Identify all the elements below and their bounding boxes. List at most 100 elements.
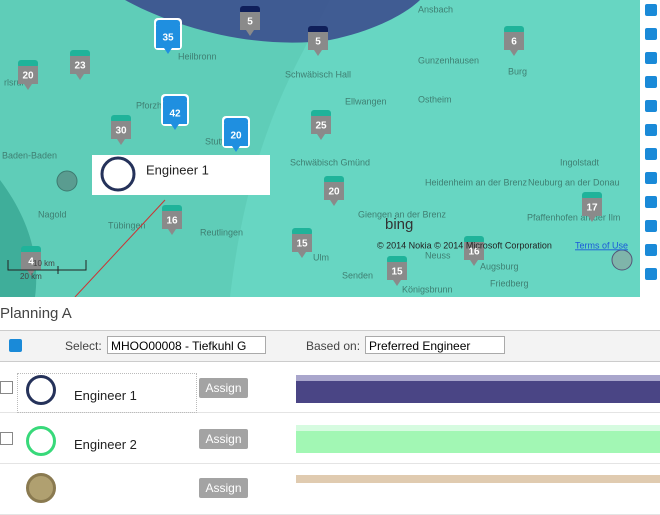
engineer-row: Engineer 2 Assign — [0, 413, 660, 464]
city-label: Schwäbisch Hall — [285, 69, 351, 79]
city-label: Ostheim — [418, 94, 452, 104]
city-label: Pfaffenhofen an der Ilm — [527, 212, 620, 222]
engineer-ring — [26, 426, 56, 456]
layer-checkbox[interactable] — [645, 148, 657, 160]
layer-checkbox[interactable] — [645, 76, 657, 88]
select-dropdown[interactable]: MHOO00008 - Tiefkuhl G — [107, 336, 266, 354]
marker-count[interactable]: 4 — [28, 257, 34, 268]
engineer-name: Engineer 1 — [74, 388, 137, 403]
marker-count[interactable]: 16 — [166, 216, 178, 227]
row-checkbox[interactable] — [0, 432, 13, 445]
marker-count[interactable]: 15 — [296, 239, 308, 250]
marker-count[interactable]: 20 — [328, 187, 340, 198]
engineer-ring — [26, 473, 56, 503]
tooltip-ring — [100, 156, 136, 192]
copyright: © 2014 Nokia © 2014 Microsoft Corporatio… — [377, 240, 552, 250]
marker-body — [70, 56, 90, 74]
city-label: Ingolstadt — [560, 157, 600, 167]
based-label: Based on: — [306, 339, 361, 353]
timeline-bar — [296, 475, 660, 483]
marker-body — [504, 32, 524, 50]
engineer-pin[interactable] — [56, 170, 78, 192]
city-label: Neuburg an der Donau — [528, 177, 620, 187]
layer-checkbox[interactable] — [645, 28, 657, 40]
marker-body — [162, 211, 182, 229]
marker-pointer — [330, 200, 338, 206]
city-label: Neuss — [425, 250, 451, 260]
city-label: Burg — [508, 66, 527, 76]
map[interactable]: Heilbronn Ansbach Gunzenhausen Schwäbisch H… — [0, 0, 660, 297]
marker-pointer — [76, 74, 84, 80]
city-label: Nagold — [38, 209, 67, 219]
marker-count[interactable]: 17 — [586, 203, 598, 214]
city-label: Baden-Baden — [2, 150, 57, 160]
assign-button[interactable]: Assign — [199, 478, 248, 498]
marker-count[interactable]: 5 — [247, 17, 253, 28]
scale-label: 10 km — [33, 259, 55, 268]
based-dropdown[interactable]: Preferred Engineer — [365, 336, 505, 354]
timeline-bar — [296, 425, 660, 431]
marker-count[interactable]: 20 — [230, 131, 242, 142]
marker-body — [224, 124, 248, 146]
marker-body — [21, 252, 41, 270]
city-label: Gunzenhausen — [418, 55, 479, 65]
layer-checkbox[interactable] — [645, 268, 657, 280]
terms-link[interactable]: Terms of Use — [575, 240, 628, 250]
marker-pointer — [117, 139, 125, 145]
engineer-pin[interactable] — [611, 249, 633, 271]
marker-count[interactable]: 42 — [169, 109, 181, 120]
marker-pointer — [317, 134, 325, 140]
layer-checkbox[interactable] — [645, 244, 657, 256]
marker-body — [582, 198, 602, 216]
marker-pointer — [24, 84, 32, 90]
marker-count[interactable]: 30 — [115, 126, 127, 137]
marker-body — [156, 26, 180, 48]
marker-count[interactable]: 25 — [315, 121, 327, 132]
city-label: Schwäbisch Gmünd — [290, 157, 370, 167]
marker-pointer — [164, 48, 172, 54]
city-label: Ulm — [313, 252, 329, 262]
select-all[interactable] — [9, 339, 22, 352]
marker-count[interactable]: 15 — [391, 267, 403, 278]
marker-count[interactable]: 35 — [162, 33, 174, 44]
marker-pointer — [168, 229, 176, 235]
layer-checkbox[interactable] — [645, 172, 657, 184]
layer-checkbox[interactable] — [645, 100, 657, 112]
planning-panel: Planning A Select: MHOO00008 - Tiefkuhl … — [0, 297, 660, 515]
engineer-name: Engineer 2 — [74, 437, 137, 452]
marker-body — [18, 66, 38, 84]
row-checkbox[interactable] — [0, 381, 13, 394]
layer-checkbox[interactable] — [645, 196, 657, 208]
row-drag[interactable] — [17, 373, 197, 413]
city-label: Heilbronn — [178, 51, 217, 61]
marker-count[interactable]: 16 — [468, 247, 480, 258]
tooltip-text: Engineer 1 — [146, 162, 209, 177]
marker-count[interactable]: 5 — [315, 37, 321, 48]
layer-checkbox[interactable] — [645, 124, 657, 136]
marker-body — [387, 262, 407, 280]
marker-pointer — [298, 252, 306, 258]
bing-logo: bing — [385, 216, 413, 233]
marker-pointer — [27, 270, 35, 276]
layer-checkbox[interactable] — [645, 4, 657, 16]
layer-checkbox[interactable] — [645, 52, 657, 64]
city-label: Pforzheim — [136, 100, 177, 110]
marker-body — [111, 121, 131, 139]
city-label: Ellwangen — [345, 96, 387, 106]
scale-bar — [7, 260, 87, 274]
marker-count[interactable]: 20 — [22, 71, 34, 82]
region — [125, 0, 420, 43]
engineer-row: Assign — [0, 464, 660, 515]
layer-checkbox[interactable] — [645, 220, 657, 232]
assign-button[interactable]: Assign — [199, 378, 248, 398]
panel-title: Planning A — [0, 305, 72, 322]
city-label: Giengen an der Brenz — [358, 209, 447, 219]
marker-pointer — [510, 50, 518, 56]
toolbar: Select: MHOO00008 - Tiefkuhl G Based on:… — [0, 330, 660, 362]
assign-button[interactable]: Assign — [199, 429, 248, 449]
marker-count[interactable]: 6 — [511, 37, 517, 48]
marker-count[interactable]: 23 — [74, 61, 86, 72]
marker-body — [324, 182, 344, 200]
marker-body — [292, 234, 312, 252]
